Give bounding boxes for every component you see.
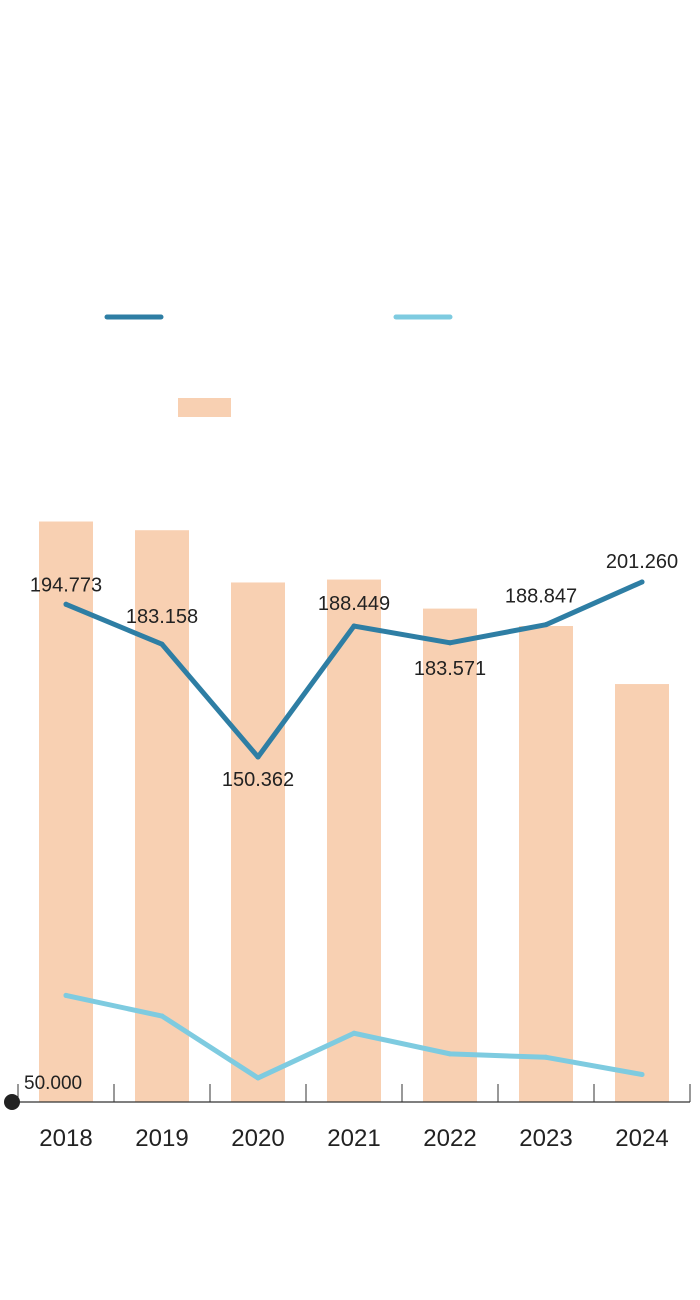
bar-2021 — [327, 579, 381, 1102]
line-2-point-2023 — [543, 1054, 549, 1060]
legend-marker-3 — [178, 398, 231, 417]
line-2-point-2018 — [63, 992, 69, 998]
line-1-point-2023 — [543, 622, 549, 628]
line-1-point-2019 — [159, 641, 165, 647]
x-tick-label-2019: 2019 — [135, 1125, 188, 1152]
data-label-2018: 194.773 — [30, 574, 102, 596]
bar-2018 — [39, 521, 93, 1102]
bar-2019 — [135, 530, 189, 1102]
line-1-point-2022 — [447, 640, 453, 646]
line-2-point-2022 — [447, 1051, 453, 1057]
x-tick-label-2021: 2021 — [327, 1125, 380, 1152]
data-label-2023: 188.847 — [505, 586, 577, 608]
line-1-point-2018 — [63, 601, 69, 607]
legend — [104, 314, 453, 417]
data-label-2024: 201.260 — [606, 551, 678, 573]
data-label-2020: 150.362 — [222, 769, 294, 791]
line-2-point-2024 — [639, 1071, 645, 1077]
bar-series — [39, 521, 669, 1102]
line-2-point-2021 — [351, 1030, 357, 1036]
bar-2024 — [615, 684, 669, 1102]
x-tick-label-2024: 2024 — [615, 1125, 668, 1152]
x-tick-label-2023: 2023 — [519, 1125, 572, 1152]
x-axis: 2018 2019 2020 2021 2022 2023 2024 — [4, 1084, 691, 1152]
bar-2023 — [519, 626, 573, 1102]
data-label-2019: 183.158 — [126, 606, 198, 628]
bar-2020 — [231, 582, 285, 1102]
line-2-point-2020 — [255, 1075, 261, 1081]
line-1-point-2024 — [639, 579, 645, 585]
data-label-2022: 183.571 — [414, 658, 486, 680]
baseline-label: 50.000 — [24, 1073, 82, 1094]
line-1-point-2020 — [255, 754, 261, 760]
axis-origin-dot — [4, 1094, 20, 1110]
line-2-point-2019 — [159, 1013, 165, 1019]
bar-2022 — [423, 608, 477, 1102]
x-tick-label-2022: 2022 — [423, 1125, 476, 1152]
data-labels: 194.773 183.158 150.362 188.449 183.571 188.8… — [30, 551, 678, 791]
line-series — [63, 579, 645, 1081]
x-tick-label-2018: 2018 — [39, 1125, 92, 1152]
line-1-point-2021 — [351, 623, 357, 629]
data-label-2021: 188.449 — [318, 593, 390, 615]
x-tick-label-2020: 2020 — [231, 1125, 284, 1152]
